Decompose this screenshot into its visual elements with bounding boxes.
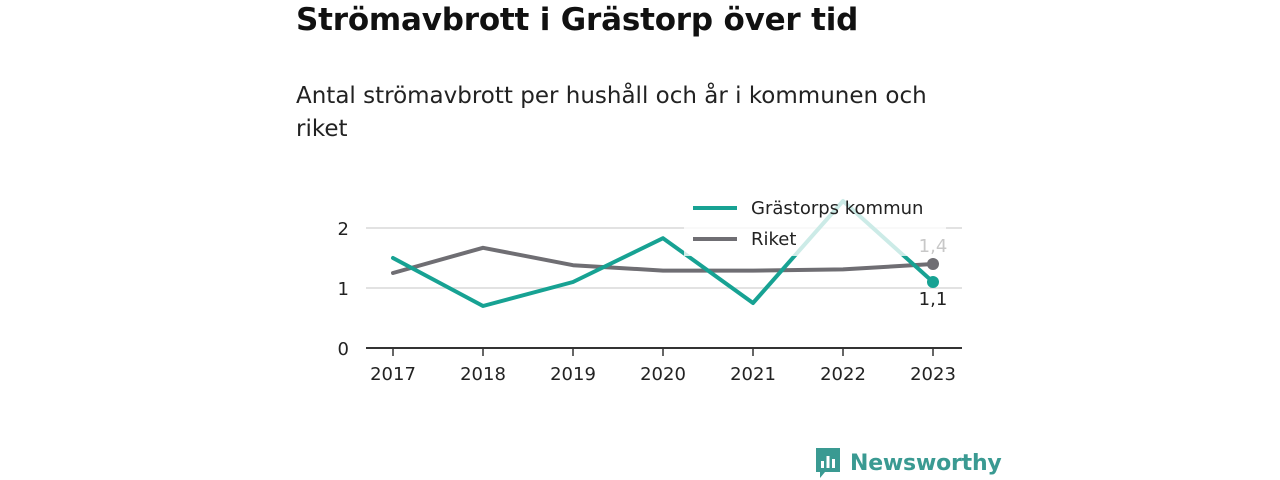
end-marker-riket (927, 258, 939, 270)
y-tick-label: 0 (338, 339, 349, 360)
x-tick-label: 2022 (820, 364, 866, 385)
x-tick-label: 2017 (370, 364, 416, 385)
series-line-riket (391, 245, 935, 275)
x-tick-label: 2019 (550, 364, 596, 385)
legend-label: Grästorps kommun (751, 198, 923, 219)
newsworthy-logo-icon (816, 448, 840, 478)
x-tick-label: 2018 (460, 364, 506, 385)
newsworthy-brand: Newsworthy (814, 446, 1002, 480)
end-label-grastorp: 1,1 (919, 289, 948, 310)
end-label-riket: 1,4 (919, 236, 948, 257)
x-tick-label: 2021 (730, 364, 776, 385)
end-marker-grastorp (927, 276, 939, 288)
chart-title: Strömavbrott i Grästorp över tid (296, 2, 859, 38)
brand-name: Newsworthy (850, 450, 1002, 476)
chart-subtitle: Antal strömavbrott per hushåll och år i … (296, 83, 927, 142)
y-tick-label: 1 (338, 279, 349, 300)
legend-background (684, 190, 946, 256)
x-tick-label: 2023 (910, 364, 956, 385)
legend-label: Riket (751, 229, 796, 250)
y-tick-label: 2 (338, 219, 349, 240)
x-tick-label: 2020 (640, 364, 686, 385)
